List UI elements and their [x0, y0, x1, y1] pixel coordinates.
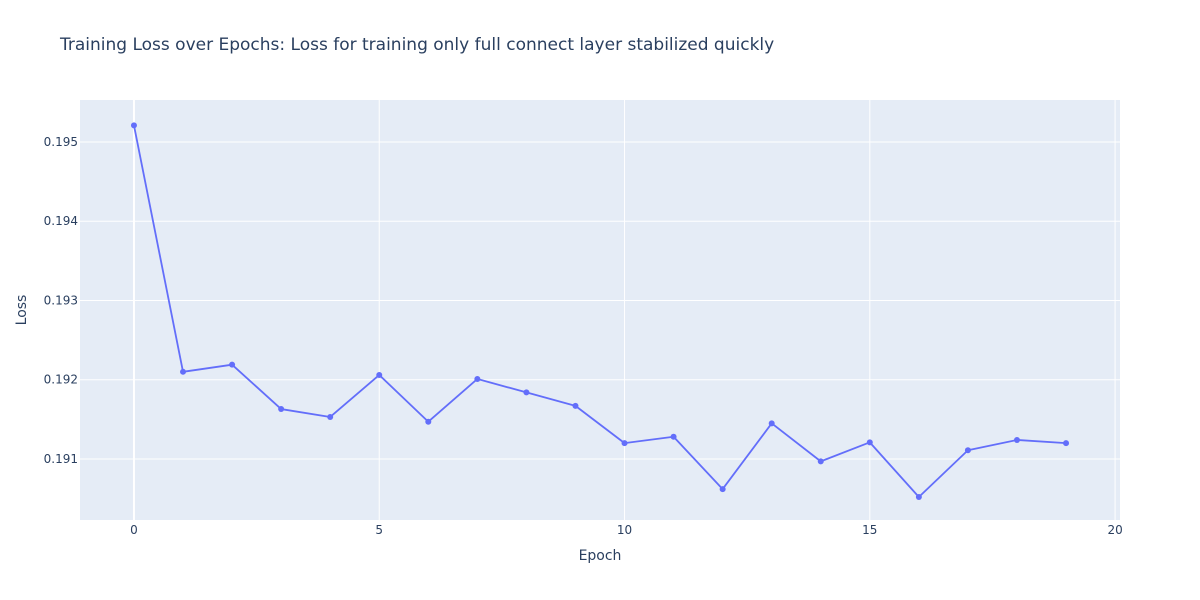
data-point	[915, 494, 922, 501]
x-tick-label: 15	[862, 523, 877, 537]
series-layer	[130, 122, 1070, 501]
chart-title: Training Loss over Epochs: Loss for trai…	[59, 35, 774, 55]
data-point	[130, 122, 137, 129]
data-point	[425, 418, 432, 425]
data-point	[229, 361, 236, 368]
y-tick-label: 0.192	[44, 373, 78, 387]
x-axis-title: Epoch	[579, 548, 622, 564]
gridlines	[80, 100, 1120, 520]
data-point	[1013, 436, 1020, 443]
data-point	[572, 402, 579, 409]
data-point	[866, 439, 873, 446]
y-tick-label: 0.195	[44, 135, 78, 149]
data-point	[817, 458, 824, 465]
y-tick-label: 0.191	[44, 452, 78, 466]
x-tick-label: 10	[617, 523, 632, 537]
y-tick-label: 0.193	[44, 293, 78, 307]
x-tick-label: 5	[375, 523, 383, 537]
x-tick-label: 20	[1107, 523, 1122, 537]
data-point	[376, 371, 383, 378]
data-point	[768, 420, 775, 427]
data-point	[1063, 440, 1070, 447]
data-point	[523, 389, 530, 396]
data-point	[180, 368, 187, 375]
data-point	[474, 375, 481, 382]
y-tick-label: 0.194	[44, 214, 78, 228]
data-point	[621, 440, 628, 447]
loss-line	[133, 125, 1067, 498]
data-point	[327, 413, 334, 420]
data-point	[964, 447, 971, 454]
y-axis-title: Loss	[14, 295, 30, 326]
data-point	[719, 486, 726, 493]
plot-area	[80, 100, 1120, 520]
data-point	[670, 433, 677, 440]
x-tick-label: 0	[130, 523, 138, 537]
tick-labels: 0.191 0.192 0.193 0.194 0.195 0 5 10 15 20	[44, 135, 1123, 537]
data-point	[278, 406, 285, 413]
